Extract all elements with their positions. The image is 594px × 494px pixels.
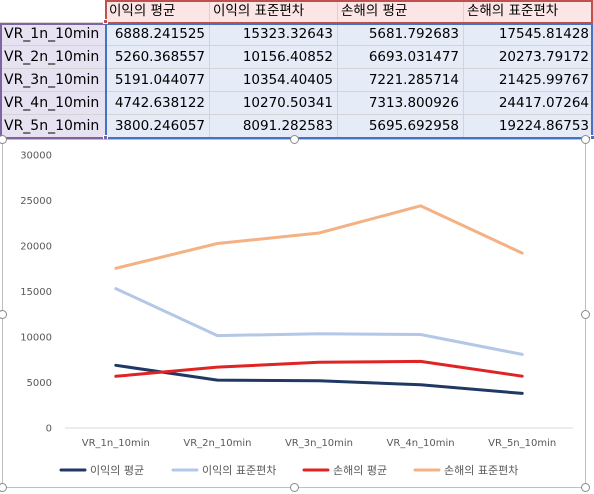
value-cell-loss-stdev[interactable]: 19224.86753 [464,115,594,138]
value-cell-loss-mean[interactable]: 7313.800926 [338,92,464,115]
y-tick-label: 15000 [20,287,52,298]
y-tick-label: 0 [46,424,52,435]
value-cell-profit-mean[interactable]: 4742.638122 [106,92,210,115]
value-cell-profit-stdev[interactable]: 8091.282583 [210,115,338,138]
value-cell-loss-mean[interactable]: 5695.692958 [338,115,464,138]
legend-label: 이익의 표준편차 [202,464,276,477]
x-tick-label: VR_2n_10min [183,438,251,449]
value-cell-profit-stdev[interactable]: 10270.50341 [210,92,338,115]
row-label-cell[interactable]: VR_1n_10min [0,23,106,46]
y-tick-label: 30000 [20,151,52,162]
value-cell-loss-stdev[interactable]: 17545.81428 [464,23,594,46]
legend-label: 손해의 표준편차 [444,463,518,477]
value-cell-loss-mean[interactable]: 7221.285714 [338,69,464,92]
value-cell-profit-mean[interactable]: 6888.241525 [106,23,210,46]
value-cell-profit-stdev[interactable]: 10354.40405 [210,69,338,92]
value-cell-loss-stdev[interactable]: 20273.79172 [464,46,594,69]
resize-handle-bottom-left[interactable] [0,483,7,492]
header-cell-profit-stdev[interactable]: 이익의 표준편차 [210,0,338,23]
y-tick-label: 25000 [20,196,52,207]
chart-plot: 0 5000 10000 15000 20000 25000 30000 VR_1n_10mi… [20,151,573,477]
line-chart[interactable]: 0 5000 10000 15000 20000 25000 30000 VR_1n_10mi… [0,135,590,492]
legend-label: 이익의 평균 [90,464,144,477]
resize-handle-top-right[interactable] [581,135,590,144]
resize-handle-left[interactable] [0,310,7,319]
resize-handle-top[interactable] [290,135,299,144]
y-tick-label: 20000 [20,242,52,253]
y-tick-label: 10000 [20,333,52,344]
resize-handle-right[interactable] [581,310,590,319]
header-cell-loss-mean[interactable]: 손해의 평균 [338,0,464,23]
value-cell-profit-mean[interactable]: 5260.368557 [106,46,210,69]
x-tick-label: VR_1n_10min [82,438,150,449]
value-cell-profit-stdev[interactable]: 10156.40852 [210,46,338,69]
row-label-cell[interactable]: VR_5n_10min [0,115,106,138]
resize-handle-bottom[interactable] [290,483,299,492]
row-label-cell[interactable]: VR_2n_10min [0,46,106,69]
value-cell-loss-mean[interactable]: 6693.031477 [338,46,464,69]
value-cell-profit-mean[interactable]: 3800.246057 [106,115,210,138]
series-line-1 [114,363,524,395]
resize-handle-top-left[interactable] [0,135,7,144]
value-cell-profit-stdev[interactable]: 15323.32643 [210,23,338,46]
resize-handle-bottom-right[interactable] [581,483,590,492]
value-cell-loss-stdev[interactable]: 24417.07264 [464,92,594,115]
value-cell-loss-stdev[interactable]: 21425.99767 [464,69,594,92]
corner-cell[interactable] [0,0,106,23]
spreadsheet-range: 이익의 평균 이익의 표준편차 손해의 평균 손해의 표준편차 VR_1n_10… [0,0,594,140]
value-cell-loss-mean[interactable]: 5681.792683 [338,23,464,46]
x-tick-label: VR_3n_10min [285,438,353,449]
series-line-4 [114,204,524,270]
header-cell-loss-stdev[interactable]: 손해의 표준편차 [464,0,594,23]
value-cell-profit-mean[interactable]: 5191.044077 [106,69,210,92]
y-tick-label: 5000 [27,378,52,389]
series-line-2 [114,287,524,356]
header-cell-profit-mean[interactable]: 이익의 평균 [106,0,210,23]
row-label-cell[interactable]: VR_4n_10min [0,92,106,115]
x-tick-label: VR_5n_10min [488,438,556,449]
row-label-cell[interactable]: VR_3n_10min [0,69,106,92]
legend-label: 손해의 평균 [333,463,387,477]
series-line-3 [114,359,524,378]
x-tick-label: VR_4n_10min [387,438,455,449]
